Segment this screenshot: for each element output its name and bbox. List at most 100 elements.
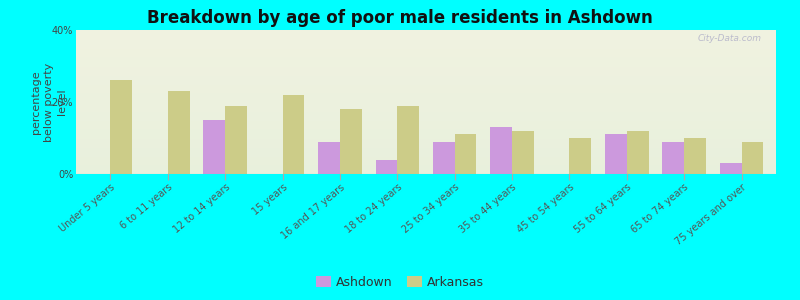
Bar — [76, 49, 776, 50]
Bar — [76, 103, 776, 105]
Bar — [76, 86, 776, 88]
Bar — [76, 172, 776, 174]
Bar — [76, 73, 776, 75]
Bar — [76, 66, 776, 68]
Bar — [76, 76, 776, 77]
Bar — [76, 32, 776, 33]
Bar — [76, 96, 776, 98]
Bar — [76, 125, 776, 127]
Bar — [76, 34, 776, 36]
Bar — [76, 116, 776, 118]
Bar — [76, 57, 776, 59]
Bar — [76, 158, 776, 160]
Bar — [76, 155, 776, 157]
Bar — [76, 132, 776, 134]
Bar — [398, 106, 419, 174]
Bar — [76, 165, 776, 167]
Bar — [76, 40, 776, 41]
Bar — [76, 118, 776, 119]
Bar — [76, 36, 776, 37]
Bar — [76, 95, 776, 96]
Bar — [76, 43, 776, 44]
Bar — [76, 106, 776, 108]
Bar — [76, 41, 776, 43]
Bar — [76, 89, 776, 91]
Bar — [76, 82, 776, 83]
Bar — [76, 154, 776, 155]
Bar — [76, 115, 776, 116]
Bar — [76, 70, 776, 72]
Bar — [76, 157, 776, 158]
Bar — [76, 108, 776, 109]
Bar — [76, 60, 776, 62]
Bar — [76, 113, 776, 115]
Bar — [375, 160, 398, 174]
Bar — [627, 131, 649, 174]
Bar — [76, 140, 776, 141]
Bar — [76, 37, 776, 39]
Text: City-Data.com: City-Data.com — [698, 34, 762, 43]
Bar — [76, 149, 776, 151]
Bar — [490, 127, 512, 174]
Bar — [76, 98, 776, 99]
Bar — [76, 171, 776, 172]
Bar — [76, 167, 776, 168]
Legend: Ashdown, Arkansas: Ashdown, Arkansas — [310, 271, 490, 294]
Bar — [76, 136, 776, 138]
Bar — [76, 134, 776, 135]
Bar — [76, 30, 776, 31]
Text: Breakdown by age of poor male residents in Ashdown: Breakdown by age of poor male residents … — [147, 9, 653, 27]
Bar — [76, 91, 776, 92]
Bar — [76, 72, 776, 73]
Bar — [76, 141, 776, 142]
Bar — [76, 33, 776, 34]
Bar — [76, 99, 776, 100]
Bar — [76, 142, 776, 144]
Bar — [76, 111, 776, 112]
Bar — [76, 160, 776, 161]
Bar — [76, 69, 776, 70]
Bar — [76, 47, 776, 49]
Bar — [720, 163, 742, 174]
Bar — [76, 163, 776, 164]
Bar — [76, 102, 776, 104]
Bar — [76, 64, 776, 66]
Bar — [76, 138, 776, 140]
Bar — [76, 127, 776, 128]
Bar — [76, 112, 776, 113]
Bar — [433, 142, 454, 174]
Bar — [76, 80, 776, 82]
Bar — [76, 44, 776, 46]
Bar — [76, 152, 776, 154]
Bar — [76, 52, 776, 53]
Bar — [76, 75, 776, 76]
Bar — [76, 164, 776, 165]
Bar — [76, 59, 776, 60]
Bar — [76, 50, 776, 52]
Bar — [76, 135, 776, 136]
Bar — [742, 142, 763, 174]
Bar — [76, 109, 776, 111]
Bar — [76, 85, 776, 86]
Bar — [76, 119, 776, 121]
Bar — [318, 142, 340, 174]
Bar — [605, 134, 627, 174]
Bar — [76, 63, 776, 64]
Bar — [225, 106, 247, 174]
Bar — [76, 121, 776, 122]
Bar — [570, 138, 591, 174]
Bar — [76, 168, 776, 170]
Bar — [168, 91, 190, 174]
Bar — [76, 55, 776, 56]
Bar — [282, 95, 304, 174]
Bar — [76, 129, 776, 131]
Bar — [76, 151, 776, 152]
Bar — [512, 131, 534, 174]
Bar — [76, 79, 776, 80]
Bar — [76, 39, 776, 40]
Bar — [662, 142, 684, 174]
Bar — [76, 46, 776, 47]
Bar — [76, 124, 776, 125]
Bar — [76, 68, 776, 69]
Bar — [76, 100, 776, 102]
